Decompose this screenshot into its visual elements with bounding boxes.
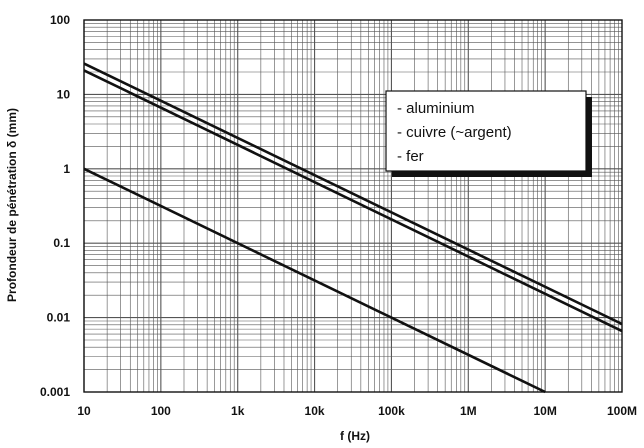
y-axis-title: Profondeur de pénétration δ (mm) (5, 108, 19, 302)
y-tick-label: 10 (57, 87, 71, 101)
series-group (83, 62, 623, 394)
series-line-aluminium (83, 62, 623, 326)
series-line-cuivre (83, 69, 623, 333)
legend-item-aluminium: - aluminium (397, 100, 475, 117)
x-tick-label: 10M (533, 404, 556, 418)
y-tick-label: 100 (50, 13, 70, 27)
series-line-fer (83, 167, 546, 394)
legend-item-fer: - fer (397, 148, 424, 165)
y-tick-label: 0.1 (53, 236, 70, 250)
y-tick-labels: 0.001 0.01 0.1 1 10 100 (40, 13, 70, 399)
y-tick-label: 0.01 (47, 311, 71, 325)
x-tick-labels: 10 100 1k 10k 100k 1M 10M 100M (77, 404, 637, 418)
x-tick-label: 1M (460, 404, 477, 418)
x-axis-title: f (Hz) (340, 429, 370, 443)
x-tick-label: 10k (305, 404, 325, 418)
x-tick-label: 1k (231, 404, 245, 418)
plot-frame (83, 19, 623, 393)
x-tick-label: 100 (151, 404, 171, 418)
x-tick-label: 100k (378, 404, 405, 418)
x-tick-label: 100M (607, 404, 637, 418)
y-tick-label: 0.001 (40, 385, 70, 399)
x-tick-label: 10 (77, 404, 91, 418)
y-tick-label: 1 (63, 162, 70, 176)
legend-item-cuivre: - cuivre (~argent) (397, 124, 512, 141)
legend-box (385, 90, 587, 172)
legend: - aluminium - cuivre (~argent) - fer (385, 90, 592, 177)
grid (83, 19, 623, 393)
